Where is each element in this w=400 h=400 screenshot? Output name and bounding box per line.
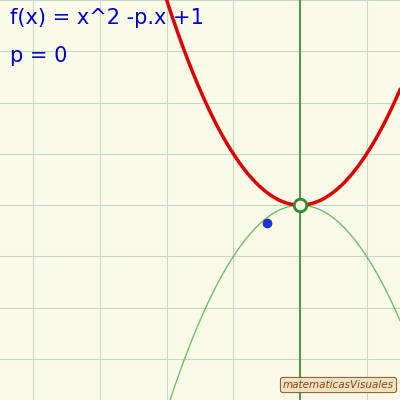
- Text: p = 0: p = 0: [10, 46, 67, 66]
- Text: matematicasVisuales: matematicasVisuales: [283, 380, 394, 390]
- Text: f(x) = x^2 -p.x +1: f(x) = x^2 -p.x +1: [10, 8, 204, 28]
